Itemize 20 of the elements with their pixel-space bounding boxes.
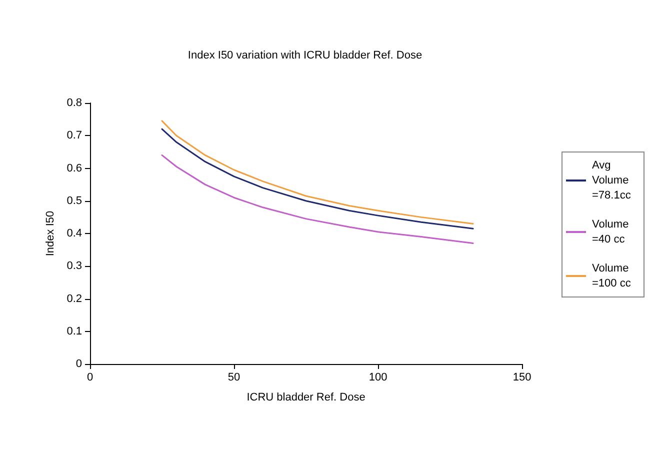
x-tick-label: 100	[368, 372, 388, 384]
x-tick-label: 50	[228, 372, 240, 384]
y-tick-label: 0.1	[66, 325, 82, 338]
legend-label: Avg Volume =78.1cc	[592, 160, 632, 202]
y-tick-label: 0.2	[66, 292, 82, 305]
x-tick-label: 0	[86, 372, 94, 384]
y-tick-label: 0.6	[66, 162, 82, 174]
chart-title: Index I50 variation with ICRU bladder Ref. Dose	[188, 50, 422, 62]
legend-label: Volume =40 cc	[592, 218, 632, 246]
legend-label: Volume =100 cc	[592, 262, 632, 290]
x-axis-title: ICRU bladder Ref. Dose	[246, 392, 366, 404]
y-tick-label: 0.8	[66, 97, 82, 109]
line-series	[161, 154, 474, 244]
y-tick-label: 0.4	[66, 228, 82, 240]
y-tick-label: 0.5	[66, 194, 82, 207]
x-tick-label: 150	[512, 372, 532, 384]
y-tick-label: 0.3	[66, 260, 82, 272]
y-tick-label: 0.7	[66, 130, 82, 142]
y-axis-title: Index I50	[44, 210, 56, 256]
y-tick-label: 0	[76, 358, 82, 370]
